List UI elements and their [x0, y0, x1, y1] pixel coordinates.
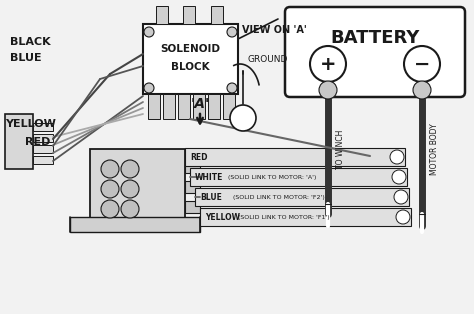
- Bar: [5, 114, 33, 169]
- Text: TO WINCH: TO WINCH: [336, 129, 345, 169]
- Text: (SOLID LINK TO MOTOR: 'A'): (SOLID LINK TO MOTOR: 'A'): [228, 175, 316, 180]
- Text: BLUE: BLUE: [200, 192, 222, 202]
- Circle shape: [319, 81, 337, 99]
- Bar: [190, 168, 407, 186]
- Circle shape: [394, 190, 408, 204]
- Text: RED: RED: [190, 153, 208, 161]
- Bar: [90, 149, 185, 219]
- Circle shape: [227, 83, 237, 93]
- Text: −: −: [414, 55, 430, 73]
- Text: BLUE: BLUE: [10, 53, 42, 63]
- Text: (SOLID LINK TO MOTOR: 'F1'): (SOLID LINK TO MOTOR: 'F1'): [238, 214, 329, 219]
- Circle shape: [396, 210, 410, 224]
- Text: +: +: [320, 55, 336, 73]
- Circle shape: [144, 27, 154, 37]
- Text: YELLOW: YELLOW: [205, 213, 240, 221]
- Bar: [193, 94, 205, 119]
- Text: GROUND: GROUND: [248, 55, 288, 63]
- Text: BATTERY: BATTERY: [330, 29, 419, 46]
- Circle shape: [310, 46, 346, 82]
- Text: YELLOW: YELLOW: [5, 119, 56, 129]
- Bar: [33, 134, 53, 142]
- Circle shape: [413, 81, 431, 99]
- Bar: [211, 6, 223, 24]
- Bar: [163, 94, 175, 119]
- Text: SOLENOID: SOLENOID: [161, 44, 220, 53]
- Text: BLOCK: BLOCK: [171, 62, 210, 73]
- Circle shape: [392, 170, 406, 184]
- Circle shape: [121, 160, 139, 178]
- Bar: [200, 208, 411, 226]
- Bar: [143, 24, 238, 94]
- FancyBboxPatch shape: [285, 7, 465, 97]
- Text: MOTOR BODY: MOTOR BODY: [430, 123, 439, 175]
- Bar: [156, 6, 168, 24]
- Text: (SOLID LINK TO MOTOR: 'F2'): (SOLID LINK TO MOTOR: 'F2'): [233, 194, 325, 199]
- Circle shape: [144, 83, 154, 93]
- Circle shape: [404, 46, 440, 82]
- Bar: [33, 156, 53, 164]
- Bar: [223, 94, 235, 119]
- Bar: [185, 161, 200, 173]
- Circle shape: [121, 180, 139, 198]
- Circle shape: [101, 160, 119, 178]
- Bar: [33, 123, 53, 131]
- Bar: [195, 188, 409, 206]
- Circle shape: [101, 200, 119, 218]
- Bar: [185, 181, 200, 193]
- Circle shape: [121, 200, 139, 218]
- Bar: [185, 201, 200, 213]
- Bar: [148, 94, 160, 119]
- Text: BLACK: BLACK: [10, 37, 51, 47]
- Bar: [178, 94, 190, 119]
- Bar: [33, 145, 53, 153]
- Circle shape: [101, 180, 119, 198]
- Bar: [183, 6, 195, 24]
- Text: VIEW ON 'A': VIEW ON 'A': [242, 25, 307, 35]
- Text: WHITE: WHITE: [195, 172, 223, 181]
- Circle shape: [390, 150, 404, 164]
- Bar: [185, 148, 405, 166]
- Text: RED: RED: [25, 137, 50, 147]
- Bar: [208, 94, 220, 119]
- Circle shape: [227, 27, 237, 37]
- Text: 'A': 'A': [191, 97, 210, 111]
- Circle shape: [230, 105, 256, 131]
- Bar: [70, 217, 200, 232]
